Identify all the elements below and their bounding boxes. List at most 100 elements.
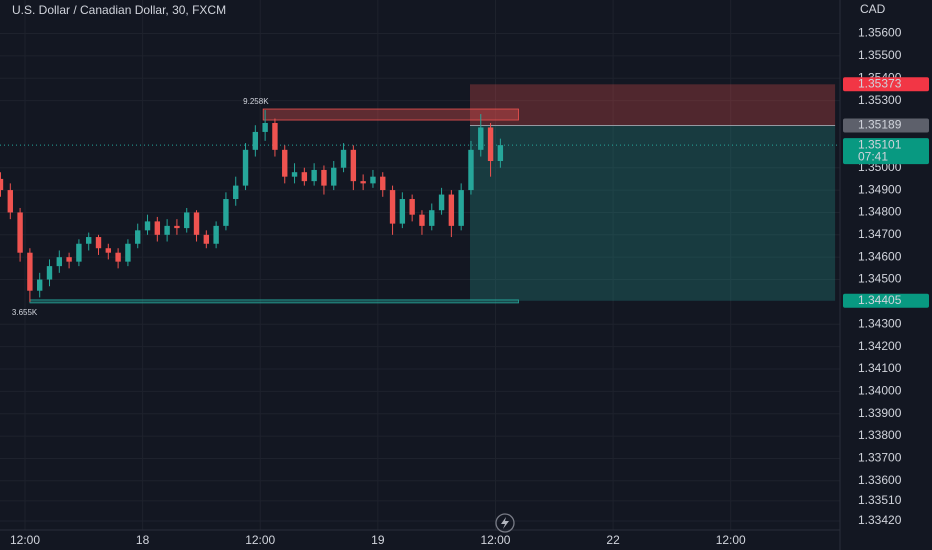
candle-body (144, 221, 151, 231)
candle-body (399, 199, 406, 224)
candle-body (301, 172, 308, 182)
countdown-label: 07:41 (858, 149, 888, 163)
icon-circle[interactable] (495, 513, 515, 533)
candle-body (389, 190, 396, 224)
y-tick-label: 1.34100 (858, 361, 902, 375)
price-axis: 1.356001.355001.354001.353001.350001.349… (10, 26, 929, 547)
candle-body (487, 127, 494, 162)
y-tick-label: 1.34700 (858, 227, 902, 241)
candle-body (497, 145, 504, 162)
price-box-label: 1.35101 (858, 137, 902, 151)
candle-body (0, 178, 4, 191)
grid (0, 0, 840, 530)
candle-body (164, 225, 170, 235)
candle-body (66, 257, 72, 262)
candle-body (193, 212, 200, 235)
candle-body (311, 169, 317, 182)
candle-body (438, 194, 445, 211)
price-box (843, 293, 929, 308)
candle-body (340, 149, 347, 168)
candle-body (242, 149, 249, 186)
price-box (843, 138, 929, 165)
candle-body (458, 190, 464, 226)
level-band (29, 299, 519, 304)
x-tick-label: 12:00 (10, 533, 40, 547)
candle-body (419, 214, 425, 226)
candle-body (350, 149, 357, 182)
candle-body (86, 237, 92, 244)
candle-body (154, 221, 161, 235)
stop-zone (469, 84, 836, 126)
x-tick-label: 12:00 (480, 533, 510, 547)
level-label: 3.655K (12, 308, 38, 317)
x-tick-label: 22 (606, 533, 620, 547)
y-tick-label: 1.35500 (858, 48, 902, 62)
level-label: 9.258K (243, 97, 269, 106)
candle-body (291, 172, 298, 177)
plot: 9.258K 3.655K (0, 84, 840, 317)
candle-body (272, 122, 278, 150)
candle-body (115, 252, 121, 262)
candle-body (223, 199, 229, 226)
candle-body (331, 167, 337, 186)
candle-body (282, 149, 288, 177)
price-box (843, 118, 929, 133)
candle-body (233, 185, 239, 200)
candle-body (252, 131, 259, 150)
x-tick-label: 18 (136, 533, 150, 547)
candle-body (360, 181, 366, 184)
y-tick-label: 1.34500 (858, 272, 902, 286)
candle-body (17, 212, 23, 253)
price-box-label: 1.35373 (858, 76, 902, 90)
candle-body (213, 225, 219, 244)
candle-body (27, 252, 33, 291)
price-box-label: 1.35189 (858, 118, 902, 132)
y-tick-label: 1.34300 (858, 316, 902, 330)
price-box-label: 1.34405 (858, 293, 902, 307)
candle-body (448, 194, 455, 226)
candle-body (135, 230, 141, 244)
y-tick-label: 1.34200 (858, 339, 902, 353)
candle-body (76, 243, 82, 262)
x-tick-label: 12:00 (245, 533, 275, 547)
candle-body (429, 210, 435, 226)
y-tick-label: 1.33510 (858, 493, 902, 507)
replay-icon[interactable] (495, 513, 515, 533)
chart-title: U.S. Dollar / Canadian Dollar, 30, FXCM (12, 3, 226, 17)
candle-body (321, 169, 327, 186)
candle-body (37, 279, 43, 291)
candle-body (478, 127, 484, 150)
y-tick-label: 1.34600 (858, 249, 902, 263)
icon-bolt[interactable] (501, 517, 509, 529)
candle-body (184, 212, 190, 229)
candle-body (95, 237, 102, 249)
candle-body (7, 190, 13, 213)
currency-label: CAD (860, 2, 886, 16)
y-tick-label: 1.35600 (858, 26, 902, 40)
y-tick-label: 1.33900 (858, 406, 902, 420)
candle-body (370, 176, 376, 184)
price-box (843, 77, 929, 92)
candle-body (262, 122, 268, 132)
candle-body (105, 248, 112, 253)
x-tick-label: 12:00 (716, 533, 746, 547)
target-zone (469, 125, 836, 301)
candle-body (46, 266, 53, 280)
y-tick-label: 1.33420 (858, 513, 902, 527)
y-tick-label: 1.34900 (858, 182, 902, 196)
y-tick-label: 1.34800 (858, 205, 902, 219)
y-tick-label: 1.33600 (858, 473, 902, 487)
candle-body (468, 149, 474, 191)
y-tick-label: 1.35300 (858, 93, 902, 107)
y-tick-label: 1.33800 (858, 428, 902, 442)
candle-body (203, 234, 210, 244)
candle-body (56, 257, 62, 267)
candle-body (380, 176, 386, 191)
y-tick-label: 1.33700 (858, 451, 902, 465)
candle-body (409, 199, 415, 215)
y-tick-label: 1.34000 (858, 384, 902, 398)
candle-body (174, 225, 180, 229)
candle-body (125, 243, 131, 262)
x-tick-label: 19 (371, 533, 385, 547)
